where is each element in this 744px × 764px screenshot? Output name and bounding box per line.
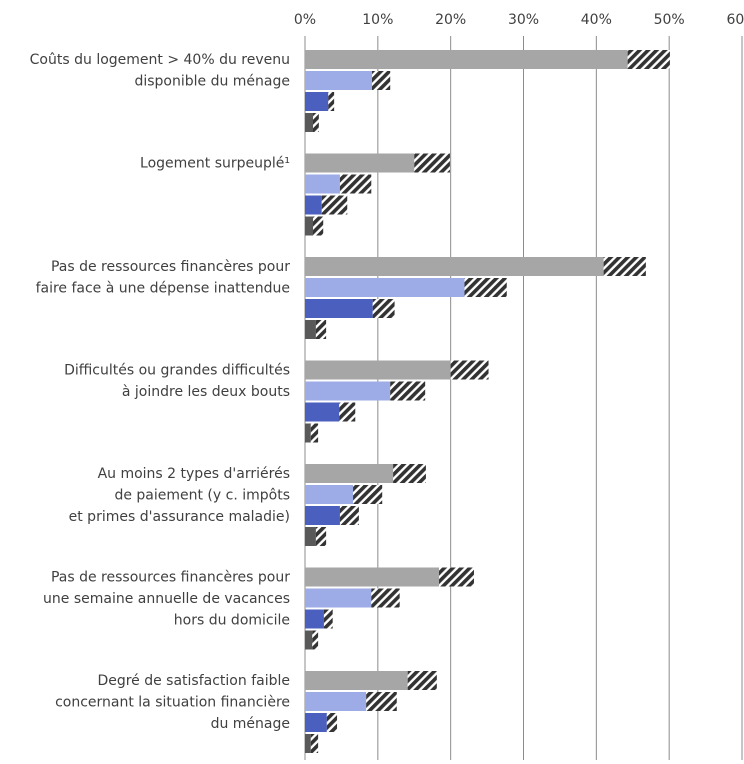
bar-hatch (339, 506, 359, 525)
x-tick-label: 20% (435, 12, 466, 28)
bar (305, 734, 311, 753)
bar-hatch (339, 402, 356, 422)
category-label: Logement surpeuplé¹ (140, 156, 290, 172)
bar (305, 50, 628, 69)
bar (305, 113, 314, 132)
x-tick-label: 30% (508, 12, 539, 28)
bar-hatch (603, 257, 646, 276)
bar (305, 153, 415, 173)
category-label: à joindre les deux bouts (122, 384, 290, 400)
bar (305, 92, 329, 111)
bar (305, 506, 340, 525)
category-label: et primes d'assurance maladie) (69, 509, 290, 525)
category-label: Coûts du logement > 40% du revenu (30, 52, 290, 68)
category-label: du ménage (211, 716, 290, 732)
bar (305, 567, 440, 587)
bar-hatch (366, 692, 397, 711)
bar-hatch (321, 195, 348, 215)
category-label: Pas de ressources financères pour (51, 259, 290, 275)
category-label: Pas de ressources financères pour (51, 570, 290, 586)
category-label: Degré de satisfaction faible (97, 673, 290, 689)
bar-hatch (393, 464, 426, 483)
bar (305, 464, 394, 483)
bar (305, 299, 373, 318)
bar (305, 713, 327, 732)
x-tick-label: 50% (654, 12, 685, 28)
bar (305, 402, 340, 422)
bar-hatch (353, 485, 383, 504)
category-label: Au moins 2 types d'arriérés (98, 466, 290, 482)
category-label: une semaine annuelle de vacances (43, 591, 290, 607)
bar (305, 692, 367, 711)
category-label: disponible du ménage (134, 74, 290, 90)
bar-hatch (315, 320, 327, 339)
x-tick-label: 0% (294, 12, 316, 28)
category-label: faire face à une dépense inattendue (36, 281, 290, 297)
bar-hatch (326, 713, 338, 732)
bar (305, 609, 324, 629)
bar (305, 671, 408, 690)
bar (305, 423, 311, 443)
bar-hatch (407, 671, 437, 690)
bar-hatch (371, 588, 400, 608)
bar (305, 257, 604, 276)
category-label: hors du domicile (174, 613, 290, 629)
bar-hatch (328, 92, 335, 111)
bar-hatch (313, 113, 319, 132)
bar-hatch (323, 609, 333, 629)
bar (305, 630, 313, 650)
bar-hatch (414, 153, 450, 173)
bar-hatch (339, 174, 372, 194)
bar (305, 320, 316, 339)
bar (305, 381, 391, 401)
bar-hatch (464, 278, 507, 297)
bar-hatch (310, 423, 319, 443)
bar-hatch (310, 734, 319, 753)
x-tick-label: 10% (362, 12, 393, 28)
bar-hatch (312, 630, 319, 650)
bar-hatch (450, 360, 489, 380)
x-tick-label: 40% (581, 12, 612, 28)
bar (305, 71, 373, 90)
bar-hatch (390, 381, 426, 401)
bar (305, 485, 354, 504)
bar (305, 195, 322, 215)
bar-hatch (315, 527, 327, 546)
bar (305, 278, 465, 297)
bar (305, 527, 316, 546)
bar (305, 216, 314, 236)
bar-hatch (372, 71, 391, 90)
bar-hatch (627, 50, 670, 69)
bar (305, 174, 340, 194)
x-tick-label: 60% (726, 12, 744, 28)
category-label: Difficultés ou grandes difficultés (64, 363, 290, 379)
bar-hatch (439, 567, 474, 587)
category-label: de paiement (y c. impôts (114, 488, 290, 504)
bar (305, 360, 451, 380)
bar-hatch (313, 216, 324, 236)
bar-hatch (372, 299, 395, 318)
bar (305, 588, 372, 608)
category-label: concernant la situation financière (55, 695, 290, 711)
